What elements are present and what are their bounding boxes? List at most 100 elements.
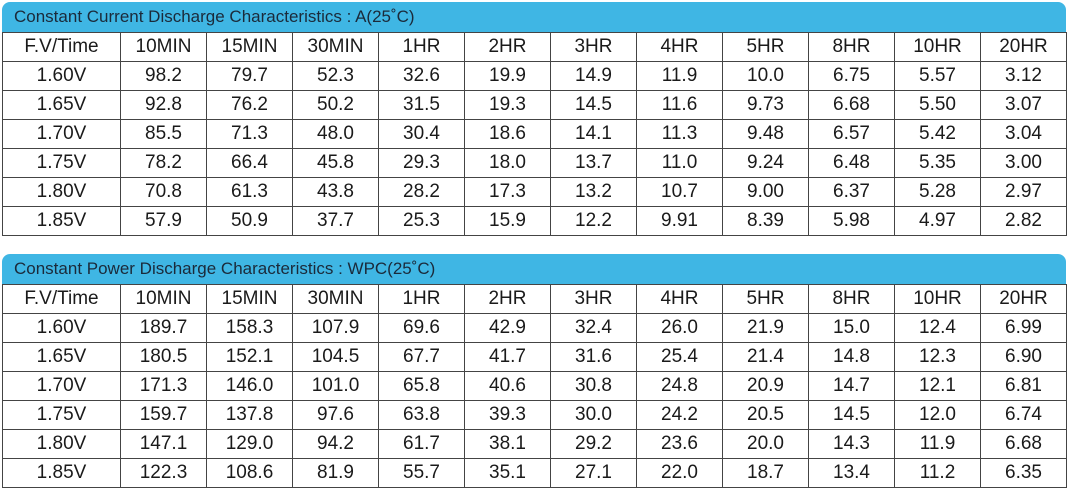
table-row: 1.60V 189.7 158.3 107.9 69.6 42.9 32.4 26.0 21.9… xyxy=(2,313,1067,343)
value-cell: 61.3 xyxy=(206,177,293,207)
row-label-cell: 1.85V xyxy=(2,206,121,236)
value-cell: 24.2 xyxy=(636,400,723,430)
value-cell: 18.0 xyxy=(464,148,551,178)
value-cell: 12.4 xyxy=(894,313,981,343)
value-cell: 5.35 xyxy=(894,148,981,178)
column-header: 10MIN xyxy=(120,284,207,314)
value-cell: 27.1 xyxy=(550,458,637,488)
value-cell: 18.7 xyxy=(722,458,809,488)
value-cell: 30.8 xyxy=(550,371,637,401)
header-row: F.V/Time 10MIN 15MIN 30MIN 1HR 2HR 3HR 4HR 5HR 8H… xyxy=(2,284,1067,314)
row-label-cell: 1.75V xyxy=(2,400,121,430)
table-row: 1.85V 122.3 108.6 81.9 55.7 35.1 27.1 22.0 18.7 1… xyxy=(2,458,1067,488)
value-cell: 18.6 xyxy=(464,119,551,149)
value-cell: 171.3 xyxy=(120,371,207,401)
value-cell: 21.9 xyxy=(722,313,809,343)
table-row: 1.85V 57.9 50.9 37.7 25.3 15.9 12.2 9.91 8.39 5.9… xyxy=(2,206,1067,236)
value-cell: 3.04 xyxy=(980,119,1067,149)
value-cell: 3.12 xyxy=(980,61,1067,91)
table-row: 1.80V 70.8 61.3 43.8 28.2 17.3 13.2 10.7 9.00 6.3… xyxy=(2,177,1067,207)
value-cell: 6.68 xyxy=(808,90,895,120)
column-header: 4HR xyxy=(636,32,723,62)
table-row: 1.70V 85.5 71.3 48.0 30.4 18.6 14.1 11.3 9.48 6.5… xyxy=(2,119,1067,149)
value-cell: 11.9 xyxy=(894,429,981,459)
value-cell: 108.6 xyxy=(206,458,293,488)
table-row: 1.70V 171.3 146.0 101.0 65.8 40.6 30.8 24.8 20.9… xyxy=(2,371,1067,401)
current-discharge-section: Constant Current Discharge Characteristi… xyxy=(2,2,1067,236)
value-cell: 55.7 xyxy=(378,458,465,488)
section-title: Constant Power Discharge Characteristics… xyxy=(2,254,1066,284)
value-cell: 22.0 xyxy=(636,458,723,488)
row-label-cell: 1.85V xyxy=(2,458,121,488)
value-cell: 98.2 xyxy=(120,61,207,91)
value-cell: 39.3 xyxy=(464,400,551,430)
value-cell: 5.98 xyxy=(808,206,895,236)
value-cell: 6.35 xyxy=(980,458,1067,488)
value-cell: 92.8 xyxy=(120,90,207,120)
value-cell: 31.6 xyxy=(550,342,637,372)
column-header: 15MIN xyxy=(206,32,293,62)
value-cell: 61.7 xyxy=(378,429,465,459)
current-discharge-table: F.V/Time 10MIN 15MIN 30MIN 1HR 2HR 3HR 4HR 5HR 8H… xyxy=(2,32,1067,236)
value-cell: 15.0 xyxy=(808,313,895,343)
section-title: Constant Current Discharge Characteristi… xyxy=(2,2,1066,32)
value-cell: 66.4 xyxy=(206,148,293,178)
value-cell: 50.2 xyxy=(292,90,379,120)
value-cell: 9.24 xyxy=(722,148,809,178)
row-label-cell: 1.80V xyxy=(2,177,121,207)
value-cell: 152.1 xyxy=(206,342,293,372)
value-cell: 41.7 xyxy=(464,342,551,372)
value-cell: 9.48 xyxy=(722,119,809,149)
value-cell: 5.28 xyxy=(894,177,981,207)
column-header: 1HR xyxy=(378,32,465,62)
value-cell: 32.6 xyxy=(378,61,465,91)
value-cell: 20.9 xyxy=(722,371,809,401)
value-cell: 42.9 xyxy=(464,313,551,343)
table-row: 1.75V 159.7 137.8 97.6 63.8 39.3 30.0 24.2 20.5 1… xyxy=(2,400,1067,430)
table-row: 1.60V 98.2 79.7 52.3 32.6 19.9 14.9 11.9 10.0 6.7… xyxy=(2,61,1067,91)
value-cell: 6.37 xyxy=(808,177,895,207)
value-cell: 79.7 xyxy=(206,61,293,91)
value-cell: 97.6 xyxy=(292,400,379,430)
value-cell: 14.1 xyxy=(550,119,637,149)
value-cell: 12.3 xyxy=(894,342,981,372)
value-cell: 2.82 xyxy=(980,206,1067,236)
value-cell: 6.99 xyxy=(980,313,1067,343)
value-cell: 5.50 xyxy=(894,90,981,120)
value-cell: 2.97 xyxy=(980,177,1067,207)
table-row: 1.80V 147.1 129.0 94.2 61.7 38.1 29.2 23.6 20.0 1… xyxy=(2,429,1067,459)
value-cell: 5.42 xyxy=(894,119,981,149)
value-cell: 11.2 xyxy=(894,458,981,488)
power-discharge-section: Constant Power Discharge Characteristics… xyxy=(2,254,1067,488)
row-label-cell: 1.65V xyxy=(2,90,121,120)
value-cell: 85.5 xyxy=(120,119,207,149)
column-header: 4HR xyxy=(636,284,723,314)
power-discharge-table: F.V/Time 10MIN 15MIN 30MIN 1HR 2HR 3HR 4HR 5HR 8H… xyxy=(2,284,1067,488)
value-cell: 11.6 xyxy=(636,90,723,120)
column-header: 2HR xyxy=(464,32,551,62)
value-cell: 29.2 xyxy=(550,429,637,459)
value-cell: 9.91 xyxy=(636,206,723,236)
value-cell: 48.0 xyxy=(292,119,379,149)
value-cell: 15.9 xyxy=(464,206,551,236)
value-cell: 6.75 xyxy=(808,61,895,91)
value-cell: 65.8 xyxy=(378,371,465,401)
table-row: 1.65V 92.8 76.2 50.2 31.5 19.3 14.5 11.6 9.73 6.6… xyxy=(2,90,1067,120)
value-cell: 69.6 xyxy=(378,313,465,343)
column-header: 1HR xyxy=(378,284,465,314)
column-header: 8HR xyxy=(808,284,895,314)
value-cell: 107.9 xyxy=(292,313,379,343)
column-header: 20HR xyxy=(980,32,1067,62)
value-cell: 31.5 xyxy=(378,90,465,120)
value-cell: 5.57 xyxy=(894,61,981,91)
value-cell: 3.07 xyxy=(980,90,1067,120)
value-cell: 4.97 xyxy=(894,206,981,236)
value-cell: 9.73 xyxy=(722,90,809,120)
value-cell: 6.48 xyxy=(808,148,895,178)
value-cell: 81.9 xyxy=(292,458,379,488)
value-cell: 14.9 xyxy=(550,61,637,91)
value-cell: 19.3 xyxy=(464,90,551,120)
value-cell: 137.8 xyxy=(206,400,293,430)
row-label-cell: 1.70V xyxy=(2,371,121,401)
value-cell: 180.5 xyxy=(120,342,207,372)
